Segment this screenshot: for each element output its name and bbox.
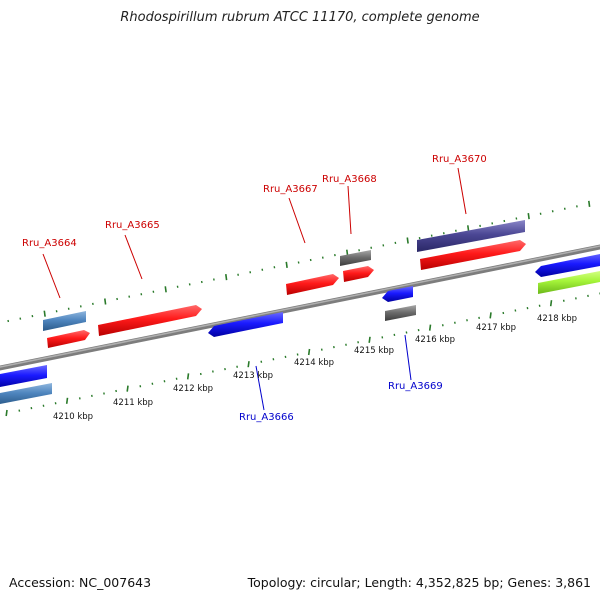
upper-tick-row [7,200,591,323]
kbp-label: 4213 kbp [233,371,273,381]
major-tick [588,200,591,208]
gene-label-rru-a3670: Rru_A3670 [432,154,487,165]
major-tick [489,312,492,319]
major-tick [225,273,228,281]
gene-arrow-blue-small [382,286,413,302]
gene-label-rru-a3668: Rru_A3668 [322,174,377,185]
major-tick [186,373,190,380]
major-tick [104,298,107,305]
major-tick [65,397,69,404]
major-tick [428,324,432,331]
kbp-label: 4215 kbp [354,346,394,356]
gene-label-rru-a3669: Rru_A3669 [388,381,443,392]
major-tick [5,409,8,417]
gene-arrow-red-small [343,266,374,282]
major-tick [307,348,311,356]
major-tick [164,286,167,293]
gene-label-rru-a3664: Rru_A3664 [22,238,77,249]
gene-block-purple-3670 [417,220,525,252]
kbp-label: 4218 kbp [537,314,577,324]
major-tick [467,225,470,232]
gene-arrow-rru-a3667 [286,274,339,295]
gene-block-steel [43,311,86,331]
genome-info-text: Topology: circular; Length: 4,352,825 bp… [247,575,591,590]
gene-block-steel-left [0,383,52,405]
kbp-label: 4211 kbp [113,398,153,408]
kbp-label: 4212 kbp [173,384,213,394]
major-tick [406,237,409,244]
gene-arrow-rru-a3665 [98,305,202,336]
gene-arrow-rru-a3664 [47,330,90,348]
kbp-label: 4210 kbp [53,412,93,422]
gene-label-rru-a3667: Rru_A3667 [263,184,318,195]
genome-backbone [0,244,600,371]
major-tick [247,361,250,368]
gene-label-rru-a3665: Rru_A3665 [105,220,160,231]
lower-tick-row [5,292,600,417]
diagram-title: Rhodospirillum rubrum ATCC 11170, comple… [120,10,480,25]
major-tick [43,310,46,317]
gene-block-gray-3668 [340,250,371,266]
gene-block-gray-3669 [385,305,416,321]
major-tick [285,261,288,269]
gene-arrow-red-long [420,240,526,270]
label-leaders [42,167,467,411]
major-tick [368,336,371,343]
accession-text: Accession: NC_007643 [9,575,152,590]
gene-arrow-rru-a3666 [208,312,283,337]
gene-features [0,220,600,405]
gene-arrow-blue-left [0,365,47,388]
kbp-label: 4216 kbp [415,335,455,345]
major-tick [527,212,530,220]
genome-backbone-highlight [0,245,600,368]
major-tick [549,300,553,307]
kbp-label: 4217 kbp [476,323,516,333]
gene-label-rru-a3666: Rru_A3666 [239,412,294,423]
gene-block-lime [538,270,600,294]
major-tick [126,385,129,392]
gene-arrow-blue-right [535,254,600,277]
kbp-label: 4214 kbp [294,358,334,368]
